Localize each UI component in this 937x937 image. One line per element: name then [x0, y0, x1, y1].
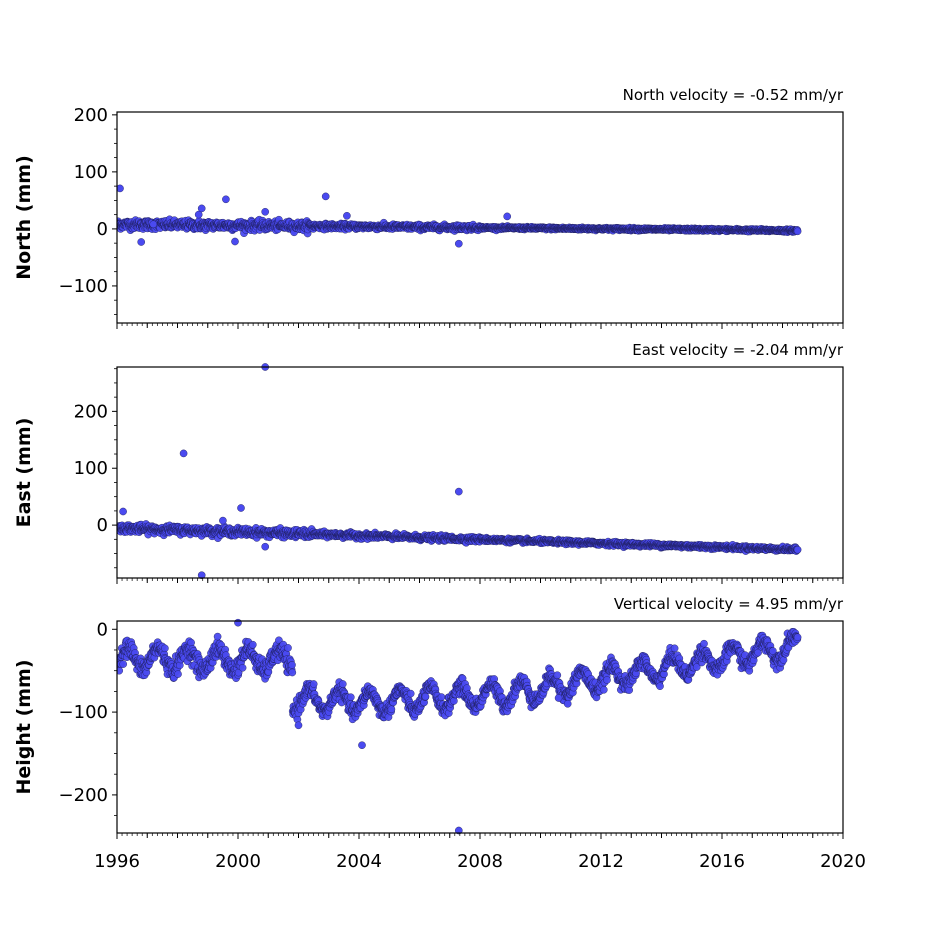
data-point [219, 516, 227, 525]
data-point [503, 212, 512, 221]
y-tick-label: 0 [97, 515, 108, 536]
data-point [194, 210, 203, 219]
data-point [454, 487, 463, 496]
panel-east: 0 100 200 East velocity = -2.04 mm/yr East (… [13, 341, 844, 584]
y-tick-label: 200 [74, 401, 108, 422]
data-points-east [117, 363, 802, 580]
data-point [288, 668, 297, 677]
data-point [161, 644, 169, 653]
data-point [793, 545, 802, 554]
y-axis-label-east: East (mm) [13, 418, 35, 528]
data-point [174, 670, 182, 678]
data-point [231, 237, 239, 246]
panel-title-north: North velocity = -0.52 mm/yr [623, 86, 844, 104]
y-tick-label: 100 [74, 162, 108, 183]
panel-north: −100 0 100 200 North velocity = -0.52 mm/yr N… [13, 86, 844, 329]
data-point [187, 638, 195, 647]
data-point [387, 705, 396, 714]
data-point [261, 542, 270, 551]
data-point [237, 504, 245, 512]
data-point [309, 680, 318, 688]
data-point [343, 211, 351, 220]
data-point [338, 680, 347, 688]
data-point [793, 227, 802, 236]
data-point [213, 632, 222, 641]
data-point [119, 507, 127, 516]
data-point [222, 195, 230, 204]
panel-title-east: East velocity = -2.04 mm/yr [632, 341, 844, 359]
data-point [288, 661, 296, 669]
data-points-north [117, 184, 802, 248]
plot-frame [116, 111, 844, 324]
data-point [238, 664, 247, 672]
data-point [117, 184, 124, 193]
y-axis-label-north: North (mm) [13, 155, 35, 280]
data-point [197, 204, 206, 213]
y-tick-label: 0 [97, 219, 108, 240]
y-tick-label: 200 [74, 105, 108, 126]
data-point [179, 449, 188, 458]
data-point [454, 239, 463, 248]
data-point [261, 207, 270, 216]
data-point [137, 238, 145, 246]
data-point [284, 644, 292, 652]
data-point [248, 640, 257, 649]
data-point [346, 693, 355, 702]
data-point [119, 660, 127, 668]
data-point [321, 192, 330, 201]
data-point [406, 689, 415, 698]
data-point [149, 220, 158, 229]
data-points-height [117, 618, 802, 835]
y-tick-label: 100 [74, 458, 108, 479]
y-tick-label: −100 [59, 276, 108, 297]
